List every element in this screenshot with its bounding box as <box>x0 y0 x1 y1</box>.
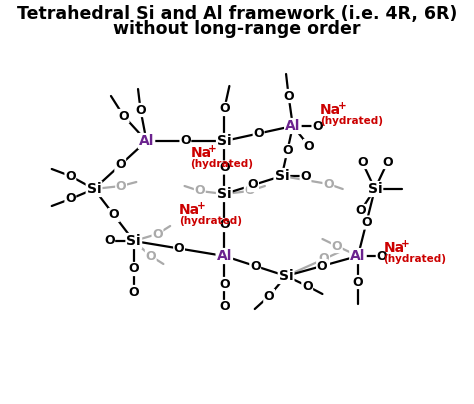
Text: O: O <box>65 192 76 206</box>
Text: O: O <box>118 109 129 122</box>
Text: O: O <box>361 216 372 229</box>
Text: O: O <box>116 179 127 192</box>
Text: O: O <box>303 139 314 152</box>
Text: O: O <box>152 227 163 240</box>
Text: without long-range order: without long-range order <box>113 20 361 38</box>
Text: O: O <box>376 250 387 263</box>
Text: O: O <box>300 170 311 183</box>
Text: O: O <box>317 259 328 273</box>
Text: O: O <box>219 278 229 290</box>
Text: Tetrahedral Si and Al framework (i.e. 4R, 6R): Tetrahedral Si and Al framework (i.e. 4R… <box>17 5 457 23</box>
Text: O: O <box>219 219 229 231</box>
Text: Al: Al <box>285 119 301 133</box>
Text: +: + <box>337 101 346 111</box>
Text: +: + <box>401 239 410 249</box>
Text: O: O <box>282 145 292 158</box>
Text: O: O <box>245 185 255 198</box>
Text: O: O <box>219 301 229 314</box>
Text: O: O <box>312 120 323 133</box>
Text: (hydrated): (hydrated) <box>383 254 447 264</box>
Text: O: O <box>128 263 139 276</box>
Text: O: O <box>146 250 156 263</box>
Text: O: O <box>248 179 258 191</box>
Text: Na: Na <box>179 203 200 217</box>
Text: Na: Na <box>383 241 404 255</box>
Text: Si: Si <box>87 182 101 196</box>
Text: Al: Al <box>139 134 154 148</box>
Text: Si: Si <box>274 169 289 183</box>
Text: (hydrated): (hydrated) <box>320 116 383 126</box>
Text: Na: Na <box>320 103 341 117</box>
Text: Si: Si <box>367 182 382 196</box>
Text: O: O <box>353 276 363 288</box>
Text: O: O <box>331 240 342 252</box>
Text: O: O <box>174 242 184 255</box>
Text: O: O <box>355 204 366 217</box>
Text: Si: Si <box>127 234 141 248</box>
Text: Si: Si <box>217 187 232 201</box>
Text: O: O <box>250 259 261 273</box>
Text: +: + <box>196 201 205 211</box>
Text: O: O <box>319 252 329 265</box>
Text: O: O <box>128 286 139 299</box>
Text: +: + <box>208 144 217 154</box>
Text: O: O <box>253 127 264 140</box>
Text: Si: Si <box>279 269 293 283</box>
Text: O: O <box>115 158 126 172</box>
Text: O: O <box>357 156 367 168</box>
Text: O: O <box>65 170 76 183</box>
Text: O: O <box>180 135 191 147</box>
Text: O: O <box>104 234 115 248</box>
Text: O: O <box>264 290 274 303</box>
Text: O: O <box>219 103 229 116</box>
Text: O: O <box>323 177 334 191</box>
Text: Al: Al <box>350 249 365 263</box>
Text: Al: Al <box>217 249 232 263</box>
Text: O: O <box>219 161 229 174</box>
Text: O: O <box>283 90 294 103</box>
Text: Si: Si <box>217 134 232 148</box>
Text: Na: Na <box>191 146 211 160</box>
Text: O: O <box>302 280 312 292</box>
Text: O: O <box>135 103 146 116</box>
Text: O: O <box>382 156 393 168</box>
Text: (hydrated): (hydrated) <box>179 216 242 226</box>
Text: (hydrated): (hydrated) <box>191 159 254 169</box>
Text: O: O <box>194 185 205 198</box>
Text: O: O <box>109 208 119 221</box>
